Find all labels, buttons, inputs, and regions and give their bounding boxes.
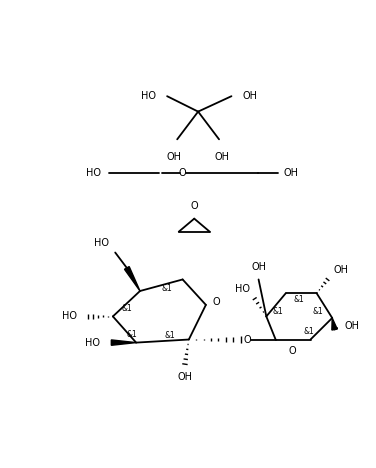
Text: &1: &1 (313, 307, 324, 316)
Text: O: O (190, 201, 198, 211)
Polygon shape (332, 318, 337, 330)
Text: OH: OH (177, 372, 193, 382)
Text: HO: HO (85, 337, 100, 348)
Text: O: O (243, 335, 251, 344)
Text: &1: &1 (127, 330, 138, 339)
Text: OH: OH (242, 91, 257, 101)
Text: &1: &1 (303, 327, 314, 336)
Polygon shape (111, 340, 136, 345)
Text: OH: OH (284, 168, 299, 178)
Text: &1: &1 (162, 284, 173, 293)
Text: &1: &1 (273, 307, 284, 316)
Text: &1: &1 (121, 304, 132, 313)
Text: HO: HO (141, 91, 156, 101)
Text: O: O (289, 346, 297, 356)
Text: OH: OH (334, 265, 349, 275)
Text: OH: OH (251, 262, 266, 272)
Text: HO: HO (235, 284, 250, 294)
Text: OH: OH (215, 152, 230, 161)
Text: HO: HO (86, 168, 101, 178)
Text: HO: HO (94, 238, 109, 248)
Text: O: O (212, 297, 220, 307)
Text: OH: OH (167, 152, 182, 161)
Text: &1: &1 (294, 295, 304, 304)
Text: OH: OH (344, 322, 359, 331)
Polygon shape (124, 267, 140, 291)
Text: &1: &1 (164, 331, 175, 340)
Text: HO: HO (62, 311, 77, 322)
Text: O: O (179, 168, 186, 178)
